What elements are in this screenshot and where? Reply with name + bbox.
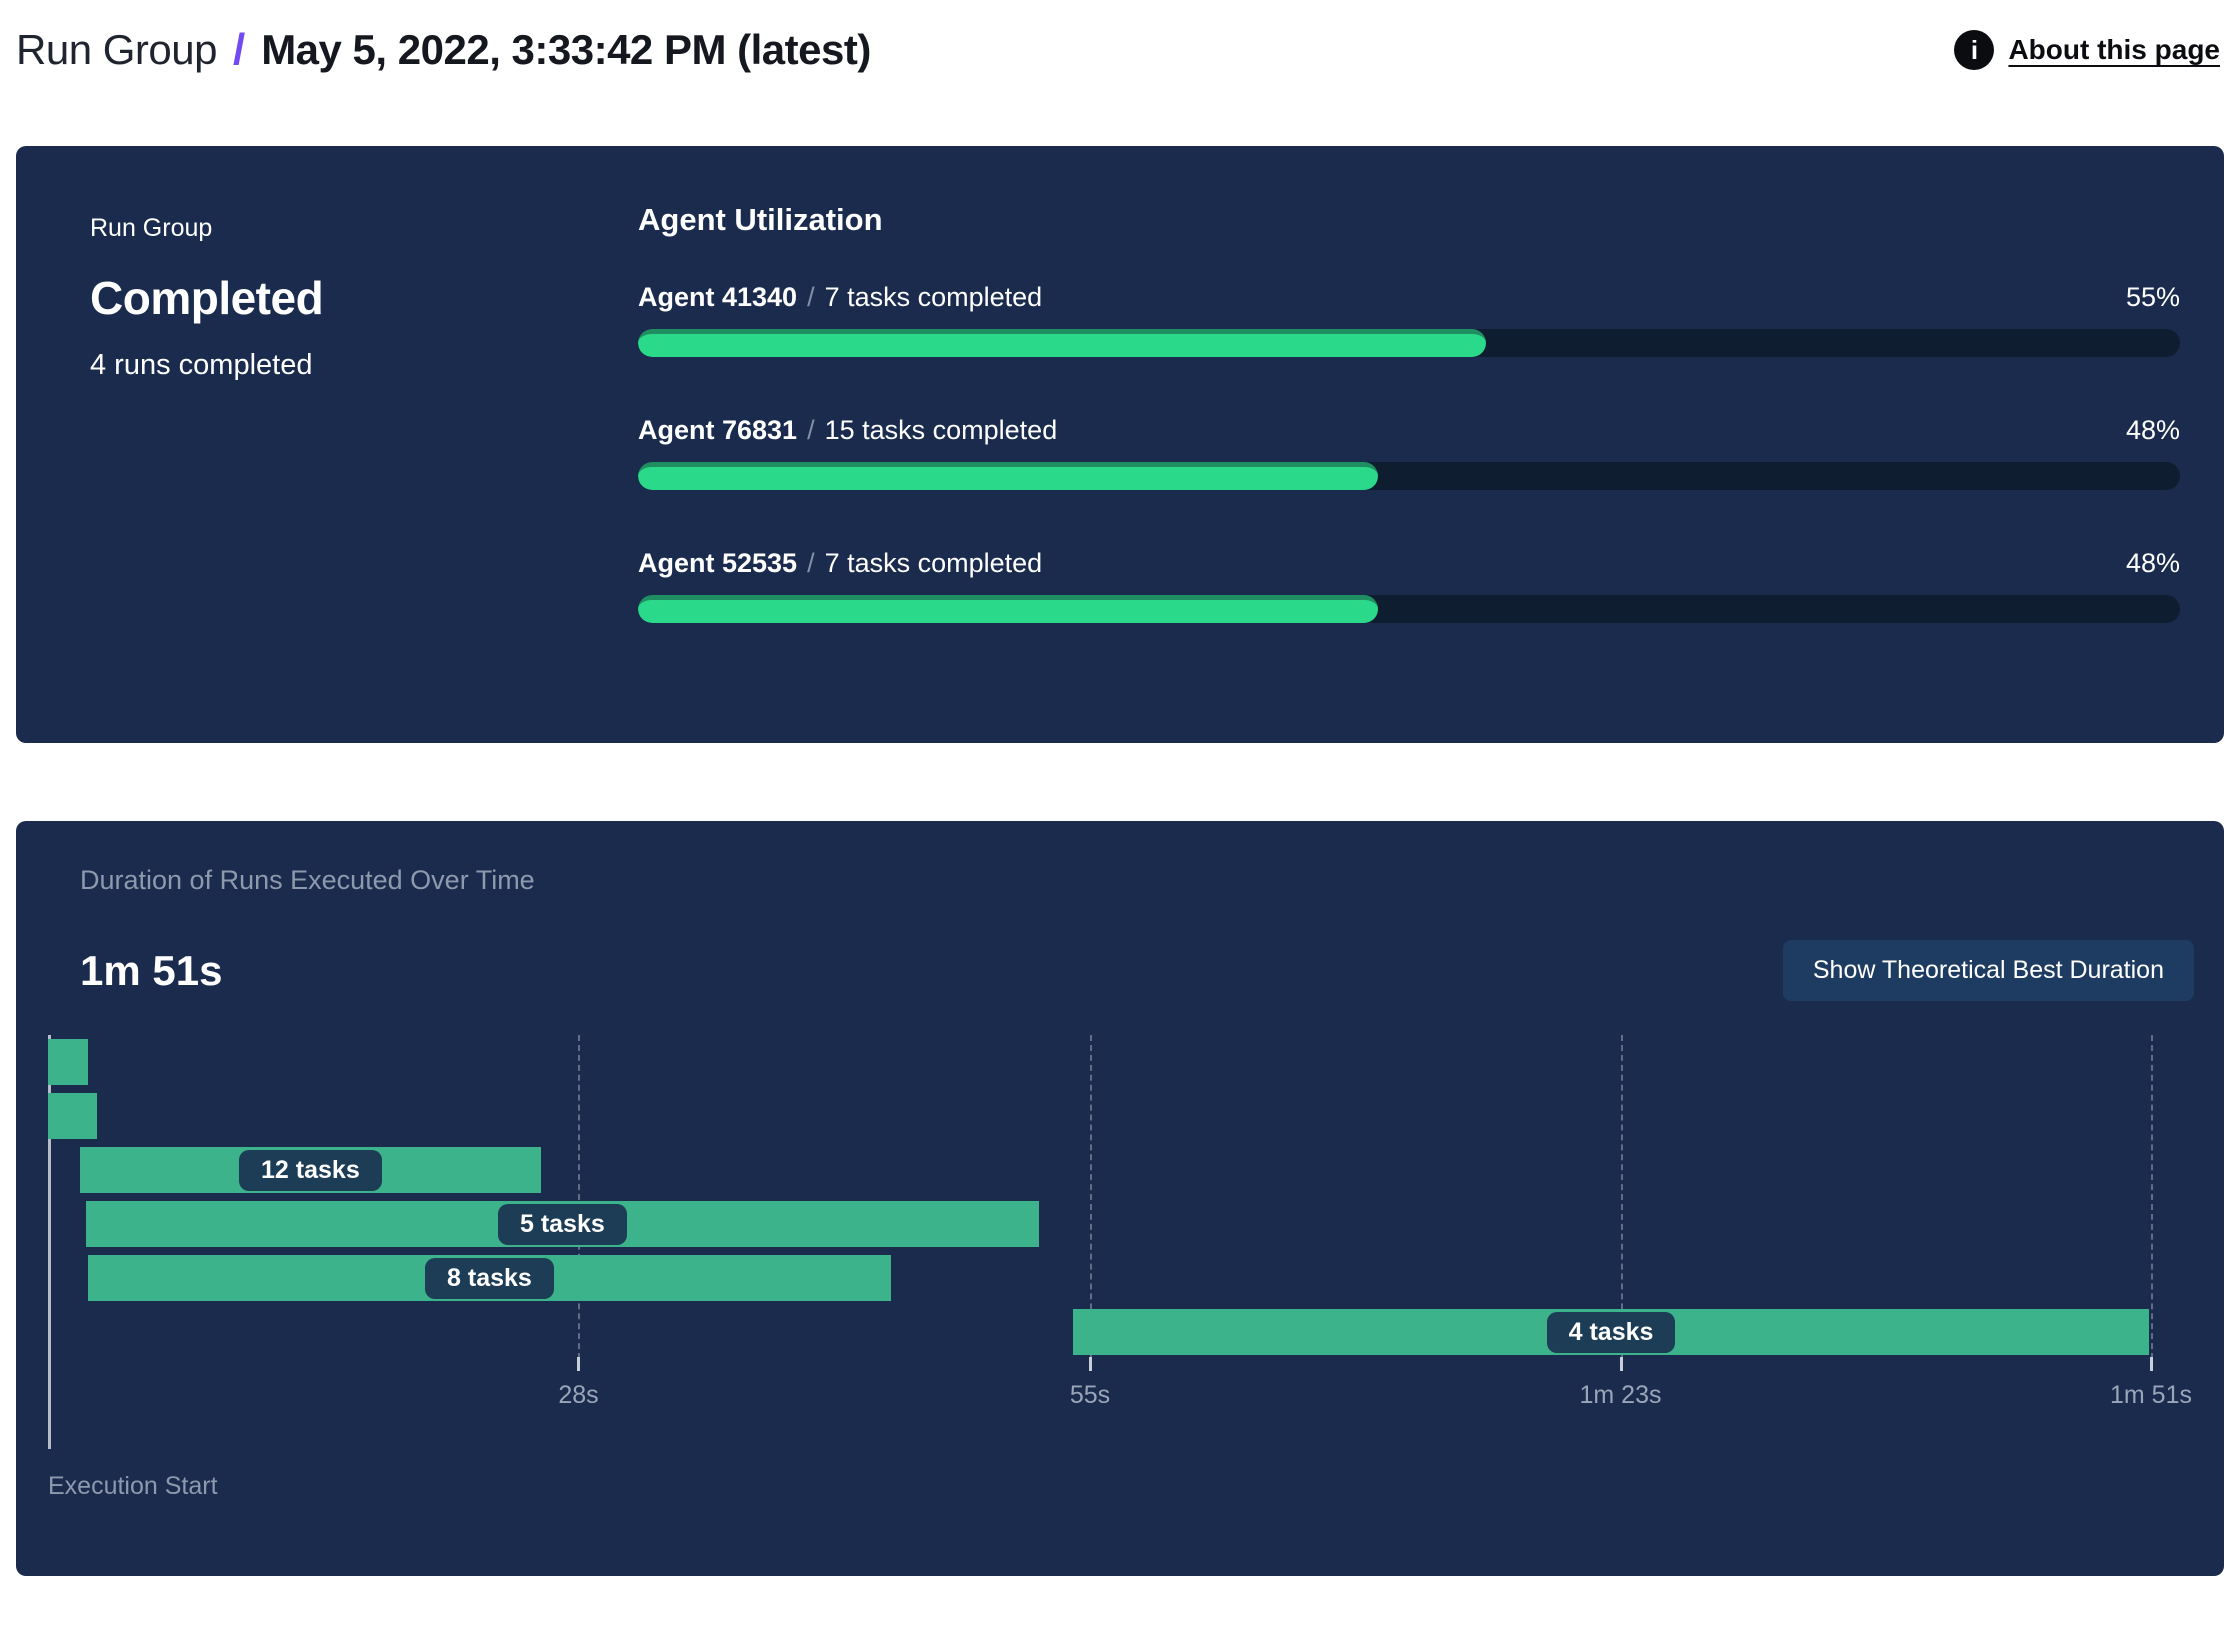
agent-utilization-block: Agent Utilization Agent 41340 / 7 tasks co… [638,202,2180,743]
duration-chart-title: Duration of Runs Executed Over Time [80,865,535,895]
agent-tasks-completed: 7 tasks completed [824,548,1043,578]
time-gridline [1620,1035,1623,1369]
about-this-page-text[interactable]: About this page [2008,34,2220,65]
run-duration-bar[interactable]: 5 tasks [85,1201,1039,1247]
agent-name-separator: / [807,415,815,445]
agent-utilization-bar-fill [638,595,1379,623]
agent-utilization-bar-fill [638,462,1379,490]
agent-name: Agent 52535 [638,548,798,578]
run-group-status: Completed [90,272,324,324]
run-duration-bar[interactable] [48,1093,98,1139]
info-icon: i [1954,30,1995,70]
about-this-page-link[interactable]: i About this page [1954,30,2220,70]
time-gridline [1090,1035,1093,1369]
agent-utilization-list: Agent 41340 / 7 tasks completed 55% Agent 76… [638,282,2180,623]
runs-completed-count: 4 runs completed [90,349,313,381]
page-header: Run Group / May 5, 2022, 3:33:42 PM (lat… [0,0,2240,84]
run-task-count-badge: 12 tasks [239,1149,382,1191]
page-title: May 5, 2022, 3:33:42 PM (latest) [261,26,871,73]
agent-utilization-row: Agent 76831 / 15 tasks completed 48% [638,415,2180,490]
run-task-count-badge: 8 tasks [425,1257,554,1299]
run-group-label: Run Group [90,214,213,242]
run-group-summary-panel: Run Group Completed 4 runs completed Age… [16,146,2224,743]
time-tick-label: 55s [1069,1381,1111,1409]
time-tick-mark [1619,1357,1623,1371]
agent-name-separator: / [807,548,815,578]
agent-utilization-bar-track [638,462,2180,490]
show-theoretical-best-button[interactable]: Show Theoretical Best Duration [1782,940,2194,1001]
execution-start-axis-line [48,1035,51,1449]
run-duration-bar[interactable]: 8 tasks [87,1255,892,1301]
agent-utilization-percent: 48% [2125,548,2180,578]
agent-utilization-percent: 48% [2125,415,2180,445]
agent-name-separator: / [807,282,815,312]
agent-utilization-row: Agent 52535 / 7 tasks completed 48% [638,548,2180,623]
agent-tasks-completed: 7 tasks completed [824,282,1043,312]
agent-utilization-bar-fill [638,329,1487,357]
time-tick-label: 28s [558,1381,599,1409]
run-task-count-badge: 4 tasks [1546,1311,1676,1353]
duration-gantt-chart: Execution Start 28s 55s 1m 23s 1m 51s 12 tas… [48,1035,2192,1540]
agent-tasks-completed: 15 tasks completed [824,415,1058,445]
time-tick-mark [1089,1357,1093,1371]
time-tick-label: 1m 23s [1579,1381,1662,1409]
agent-name: Agent 76831 [638,415,798,445]
time-gridline [2151,1035,2153,1369]
run-duration-bar[interactable]: 12 tasks [80,1147,541,1193]
breadcrumb-run-group[interactable]: Run Group [16,26,217,73]
agent-utilization-row: Agent 41340 / 7 tasks completed 55% [638,282,2180,357]
duration-panel: Duration of Runs Executed Over Time 1m 5… [16,821,2224,1576]
execution-start-label: Execution Start [48,1472,218,1500]
run-duration-bar[interactable] [48,1039,88,1085]
total-duration-value: 1m 51s [80,946,223,994]
agent-name: Agent 41340 [638,282,798,312]
agent-utilization-percent: 55% [2125,282,2180,312]
agent-utilization-bar-track [638,329,2180,357]
run-task-count-badge: 5 tasks [497,1203,627,1245]
time-tick-mark [2150,1357,2153,1371]
breadcrumb-separator: / [232,25,246,74]
time-tick-label: 1m 51s [2110,1381,2192,1409]
run-group-status-block: Run Group Completed 4 runs completed [90,202,638,743]
agent-utilization-bar-track [638,595,2180,623]
breadcrumb: Run Group / May 5, 2022, 3:33:42 PM (lat… [16,25,871,75]
agent-utilization-title: Agent Utilization [638,202,883,237]
time-tick-mark [577,1357,581,1371]
run-duration-bar[interactable]: 4 tasks [1072,1309,2150,1355]
